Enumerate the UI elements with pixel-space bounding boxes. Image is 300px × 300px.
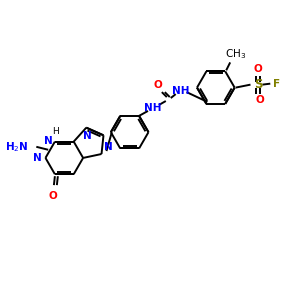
Text: N: N <box>103 142 112 152</box>
Text: N: N <box>33 153 41 163</box>
Text: O: O <box>255 95 264 106</box>
Text: O: O <box>154 80 162 90</box>
Text: F: F <box>273 79 280 88</box>
Text: S: S <box>254 78 263 91</box>
Text: H$_2$N: H$_2$N <box>5 140 28 154</box>
Text: N: N <box>44 136 53 146</box>
Text: H: H <box>52 127 59 136</box>
Text: O: O <box>49 191 57 201</box>
Text: NH: NH <box>172 86 189 96</box>
Text: NH: NH <box>144 103 162 113</box>
Text: N: N <box>83 130 92 141</box>
Text: CH$_3$: CH$_3$ <box>224 48 246 62</box>
Text: O: O <box>253 64 262 74</box>
